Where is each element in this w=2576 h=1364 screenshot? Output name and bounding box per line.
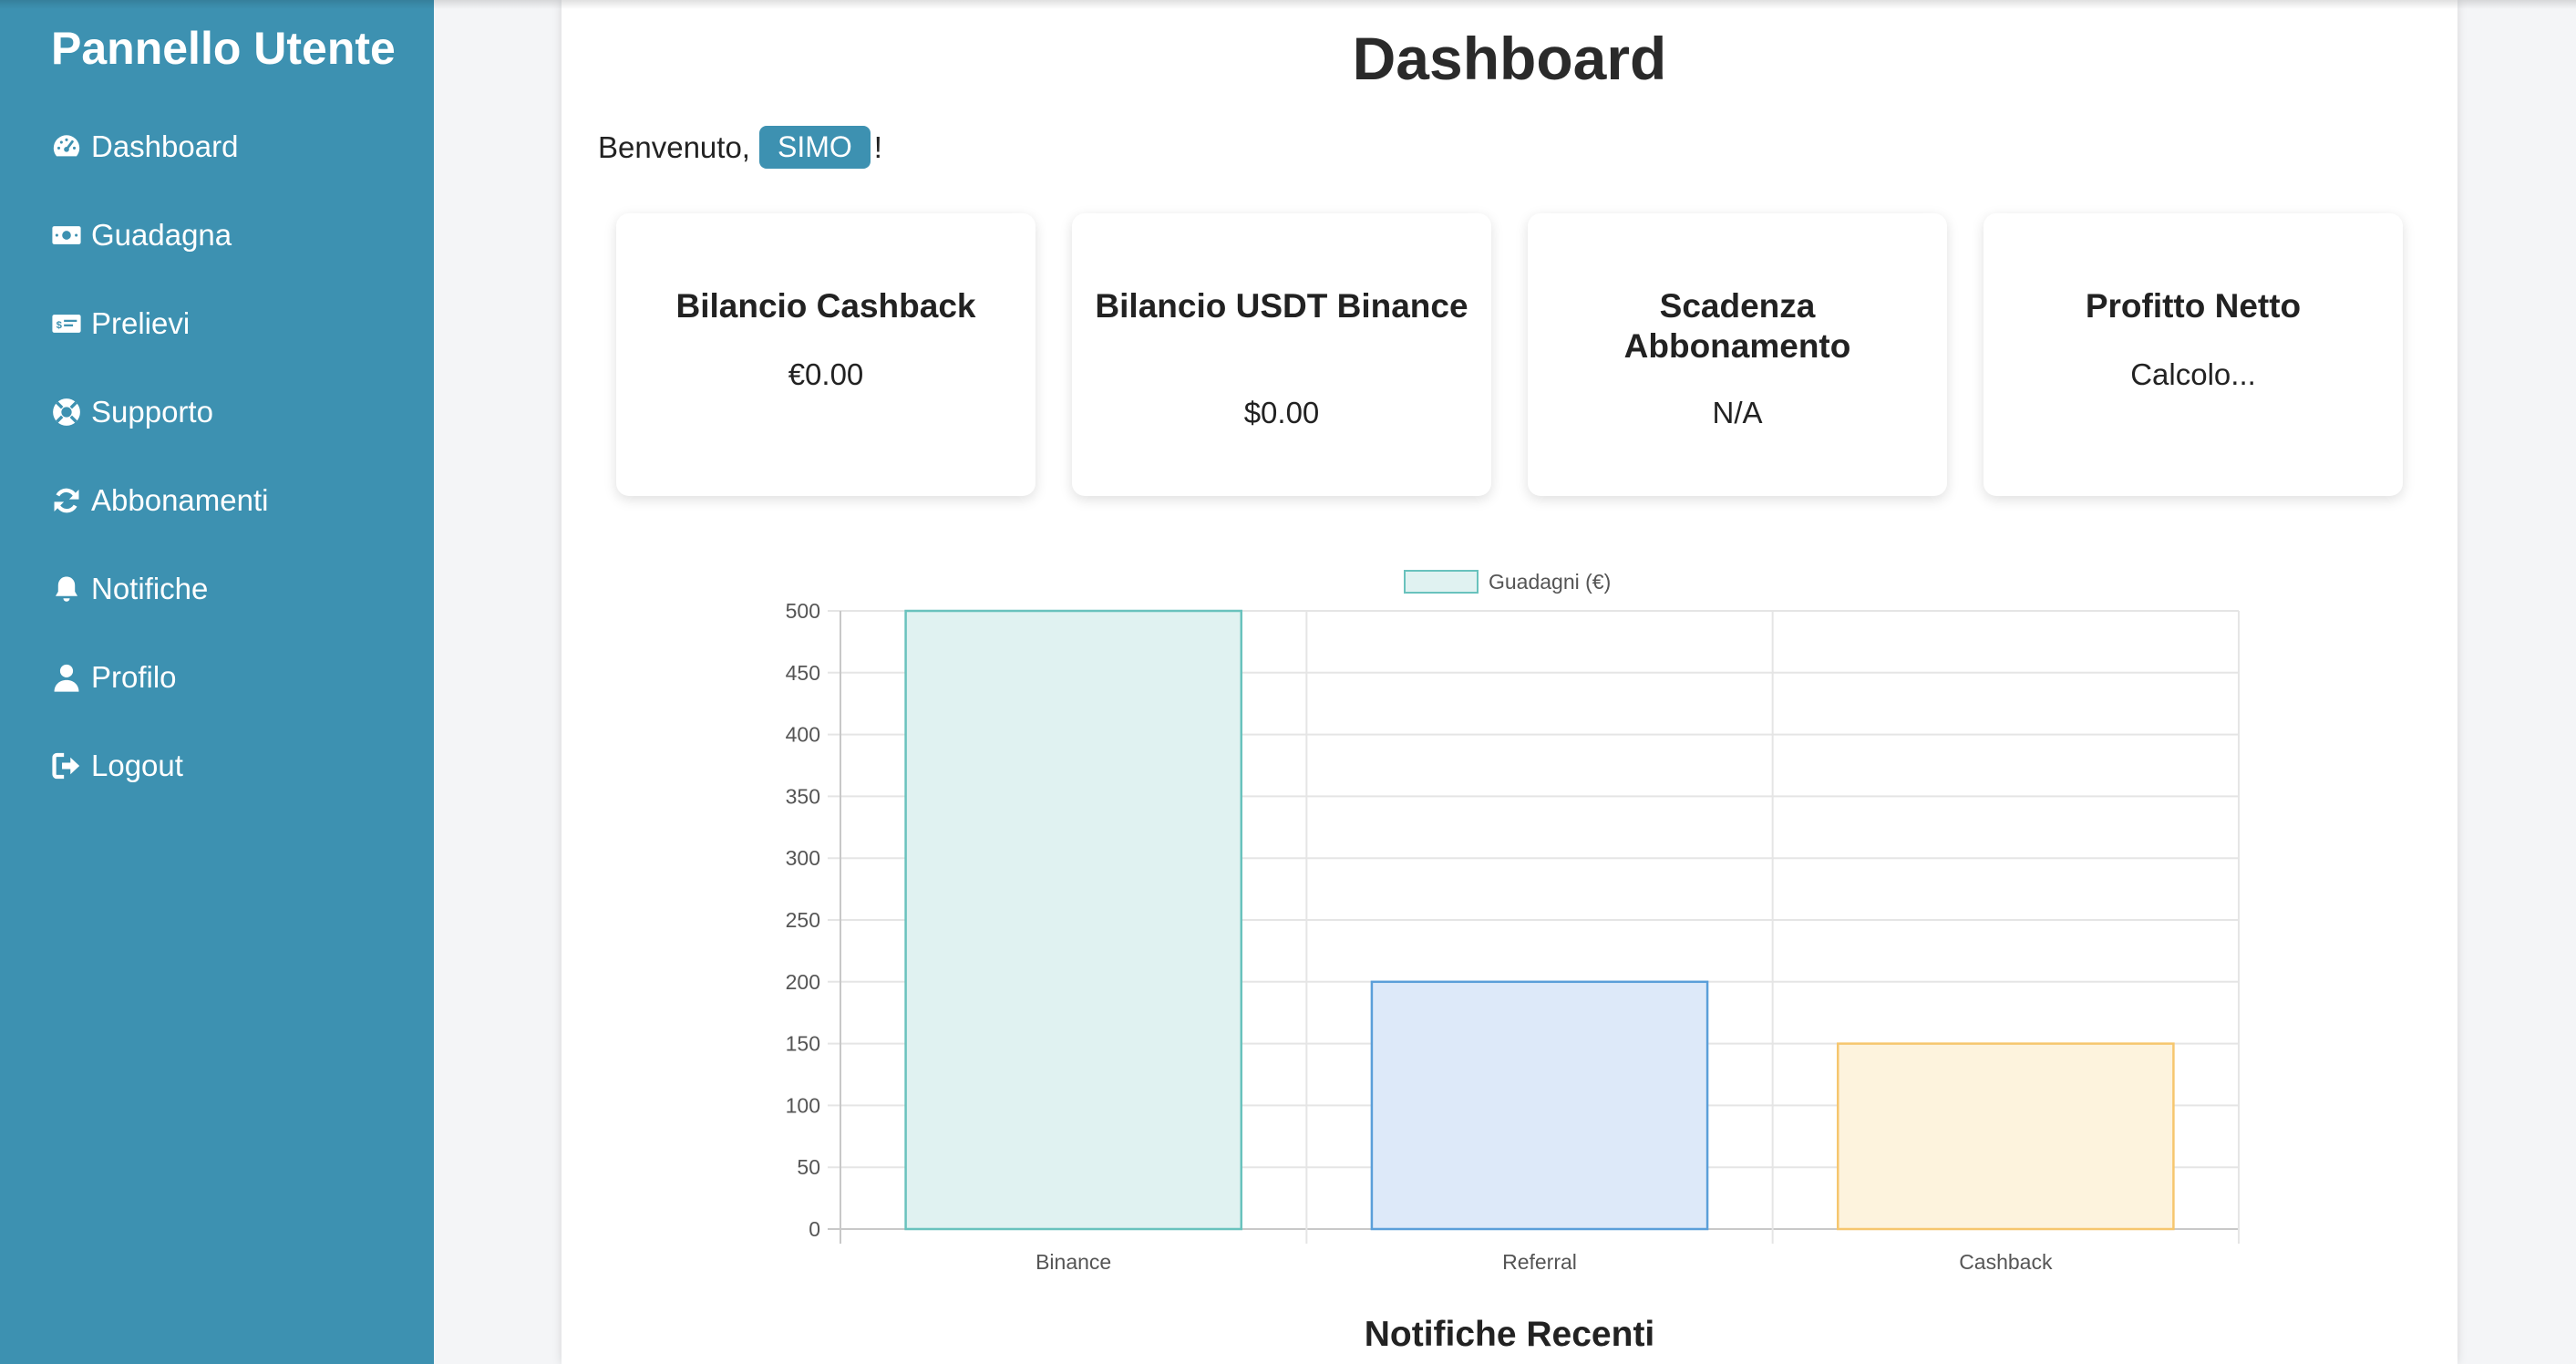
- card-cashback-balance: Bilancio Cashback €0.00: [616, 213, 1036, 496]
- life-ring-icon: [53, 398, 80, 426]
- y-tick-label: 250: [786, 908, 820, 932]
- legend-swatch: [1404, 570, 1479, 594]
- earnings-bar-chart: 0 50 100 150 200 250 300 350 400 450 500 Binance Ref…: [786, 570, 2240, 1274]
- sidebar-item-label: Profilo: [91, 660, 177, 694]
- sidebar-item-label: Prelievi: [91, 306, 191, 340]
- card-value: €0.00: [788, 357, 864, 391]
- bar-cashback: [1837, 1042, 2175, 1231]
- x-tick-label: Binance: [1036, 1250, 1111, 1274]
- sidebar-item-notifiche[interactable]: Notifiche: [51, 562, 208, 616]
- y-tick-label: 150: [786, 1032, 820, 1056]
- sidebar-item-label: Abbonamenti: [91, 483, 269, 517]
- sidebar-item-guadagna[interactable]: Guadagna: [51, 208, 232, 263]
- sidebar-item-label: Notifiche: [91, 572, 209, 605]
- svg-text:$: $: [57, 320, 63, 331]
- legend-label: Guadagni (€): [1489, 570, 1611, 594]
- card-value: Calcolo...: [2130, 357, 2256, 391]
- x-tick-label: Referral: [1502, 1250, 1577, 1274]
- welcome-suffix: !: [873, 129, 882, 164]
- notifications-title: Notifiche Recenti: [1364, 1315, 1655, 1354]
- sidebar-item-prelievi[interactable]: $ Prelievi: [51, 296, 190, 351]
- bar-referral: [1370, 980, 1709, 1231]
- y-tick-label: 300: [786, 846, 820, 870]
- card-net-profit: Profitto Netto Calcolo...: [1984, 213, 2403, 496]
- sidebar-item-profilo[interactable]: Profilo: [51, 650, 177, 705]
- money-bill-icon: [52, 226, 81, 244]
- money-check-icon: $: [52, 315, 81, 333]
- y-tick-label: 0: [809, 1217, 820, 1241]
- sidebar-item-dashboard[interactable]: Dashboard: [51, 119, 238, 174]
- gauge-icon: [53, 135, 80, 157]
- x-tick-label: Cashback: [1959, 1250, 2053, 1274]
- sign-out-icon: [52, 752, 80, 780]
- y-tick-label: 200: [786, 970, 820, 994]
- y-tick-label: 50: [797, 1155, 820, 1179]
- y-tick-label: 100: [786, 1093, 820, 1117]
- sidebar-item-logout[interactable]: Logout: [51, 739, 183, 793]
- card-subscription-expiry: Scadenza Abbonamento N/A: [1528, 213, 1947, 496]
- card-value: N/A: [1712, 396, 1763, 429]
- welcome-prefix: Benvenuto,: [598, 129, 750, 164]
- card-title: Bilancio USDT Binance: [1095, 287, 1468, 325]
- sidebar-item-label: Logout: [91, 749, 183, 782]
- main-content: Dashboard Benvenuto, SIMO ! Bilancio Cas…: [562, 0, 2458, 1364]
- user-icon: [54, 664, 79, 692]
- card-value: $0.00: [1243, 396, 1320, 429]
- sidebar-item-label: Supporto: [91, 395, 213, 429]
- bell-icon: [55, 576, 78, 602]
- username-badge: SIMO: [758, 126, 871, 169]
- card-title: Scadenza Abbonamento: [1623, 287, 1851, 365]
- y-tick-label: 400: [786, 723, 820, 747]
- sidebar-title: Pannello Utente: [51, 23, 396, 74]
- card-title: Bilancio Cashback: [675, 287, 976, 325]
- card-usdt-balance: Bilancio USDT Binance $0.00: [1072, 213, 1491, 496]
- y-tick-label: 450: [786, 661, 820, 685]
- sidebar-item-label: Guadagna: [91, 218, 232, 252]
- page-title: Dashboard: [1352, 25, 1667, 92]
- sidebar-item-abbonamenti[interactable]: Abbonamenti: [51, 473, 268, 528]
- welcome-message: Benvenuto, SIMO !: [598, 126, 882, 169]
- sidebar-item-supporto[interactable]: Supporto: [51, 385, 213, 439]
- card-title: Profitto Netto: [2085, 287, 2302, 325]
- bar-binance: [904, 609, 1242, 1231]
- top-shadow: [0, 0, 2576, 9]
- y-tick-label: 500: [786, 599, 820, 623]
- y-tick-label: 350: [786, 784, 820, 808]
- sync-icon: [54, 488, 79, 513]
- sidebar-item-label: Dashboard: [91, 129, 239, 163]
- sidebar: Pannello Utente Dashboard Guadagna $ Pre…: [0, 0, 434, 1364]
